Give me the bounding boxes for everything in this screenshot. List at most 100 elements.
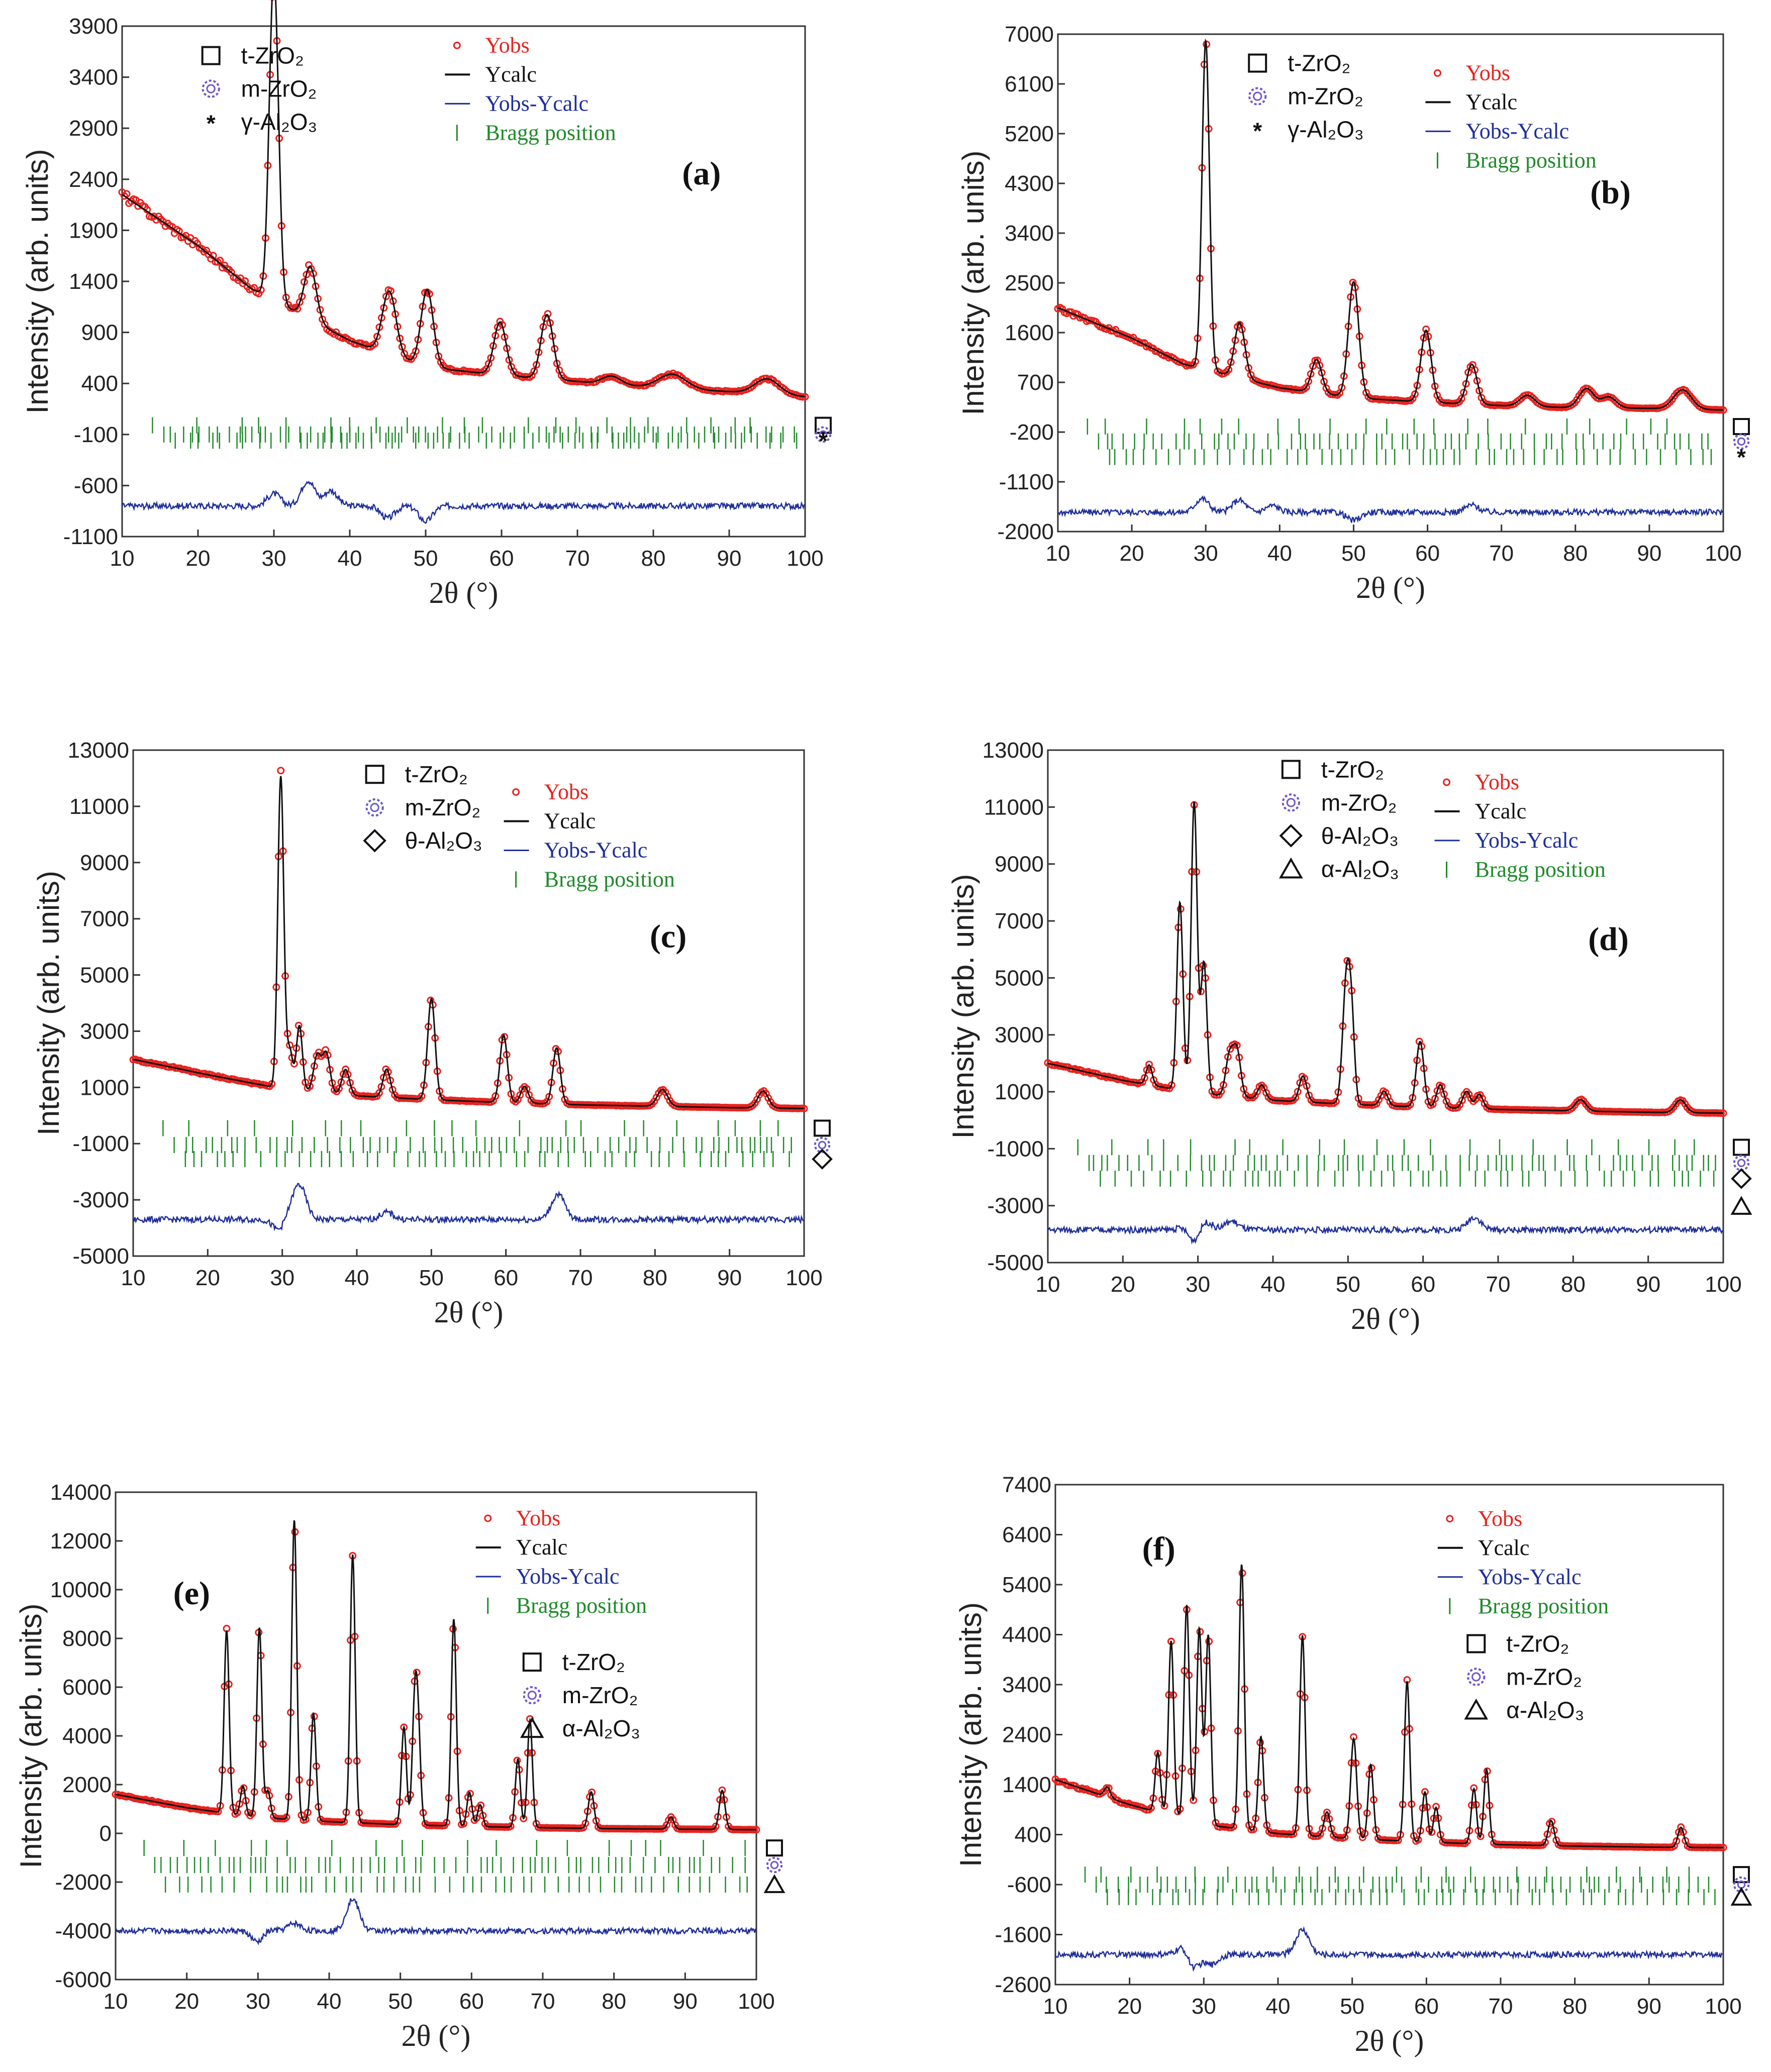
panel-b: 7000 6100 5200 4300 3400 2500 1600 700 -200 -1100… xyxy=(956,22,1750,604)
phase-legend-label: t-ZrO₂ xyxy=(1288,50,1350,76)
y-tick-label: 2400 xyxy=(1002,1723,1051,1747)
phase-legend-label: t-ZrO₂ xyxy=(562,1649,625,1675)
x-tick-label: 20 xyxy=(1120,541,1144,566)
x-tick-label: 70 xyxy=(531,1989,555,2014)
gear-inner xyxy=(1737,1159,1746,1167)
x-axis-label: 2θ (°) xyxy=(1351,1302,1420,1335)
x-tick-label: 90 xyxy=(1636,1272,1660,1297)
phase-legend: t-ZrO₂ m-ZrO₂ θ-Al₂O₃ xyxy=(363,761,482,854)
series-legend-label: Bragg position xyxy=(544,867,675,891)
legend-yobs-symbol xyxy=(484,1514,492,1522)
difference-curve xyxy=(121,480,805,524)
legend-marker-triangle xyxy=(1278,857,1303,879)
y-tick-label: 12000 xyxy=(50,1529,112,1553)
y-tick-label: 6000 xyxy=(62,1675,112,1700)
yobs-point xyxy=(1548,1818,1556,1826)
yobs-point xyxy=(277,767,285,775)
legend-yobs-symbol xyxy=(1443,778,1451,786)
legend-marker-asterisk: * xyxy=(1253,118,1262,144)
yobs-point xyxy=(293,305,302,313)
panel-tag-label: (d) xyxy=(1588,921,1629,958)
series-legend: Yobs Ycalc Yobs-Ycalc Bragg position xyxy=(1437,1506,1609,1618)
x-tick-label: 60 xyxy=(459,1989,484,2014)
y-tick-label: 8000 xyxy=(62,1626,112,1651)
x-tick-label: 10 xyxy=(121,1266,146,1290)
y-tick-label: -1000 xyxy=(987,1136,1044,1161)
phase-legend-label: α-Al₂O₃ xyxy=(562,1715,640,1741)
gear-outer xyxy=(814,1136,831,1154)
series-legend-label: Yobs xyxy=(516,1506,561,1530)
gear-inner xyxy=(1737,437,1746,446)
x-tick-label: 60 xyxy=(1411,1272,1435,1297)
gear-outer xyxy=(1733,1155,1750,1171)
x-tick-label: 70 xyxy=(565,546,590,571)
x-tick-label: 20 xyxy=(174,1989,199,2014)
gear-inner xyxy=(770,1860,779,1870)
gear-outer xyxy=(815,426,832,443)
phase-row-marker-square xyxy=(815,417,832,434)
yobs-point xyxy=(371,340,379,348)
y-tick-label: -6000 xyxy=(55,1967,112,1992)
series-legend-label: Bragg position xyxy=(1465,148,1596,172)
yobs-point xyxy=(1229,1823,1237,1830)
x-tick-label: 100 xyxy=(786,546,823,571)
phase-legend-label: m-ZrO₂ xyxy=(241,76,317,102)
y-tick-label: 1400 xyxy=(1002,1773,1051,1797)
legend-yobs-symbol xyxy=(512,788,520,796)
yobs-point xyxy=(1422,325,1430,333)
x-tick-label: 20 xyxy=(186,546,211,571)
phase-legend-label: t-ZrO₂ xyxy=(241,43,304,69)
bragg-positions xyxy=(143,1840,748,1893)
phase-row-marker-asterisk: * xyxy=(1737,444,1746,470)
y-tick-label: 1600 xyxy=(1005,321,1054,345)
yobs-point xyxy=(373,333,381,341)
yobs-point xyxy=(507,1822,515,1830)
series-legend-label: Yobs-Ycalc xyxy=(1478,1565,1582,1589)
difference-curve xyxy=(1054,1926,1723,1972)
yobs-point xyxy=(1147,1804,1155,1812)
yobs-point xyxy=(375,1089,383,1097)
y-tick-label: 9000 xyxy=(80,851,129,875)
phase-row-marker-square xyxy=(1733,1138,1750,1156)
y-tick-label: -2600 xyxy=(995,1973,1051,1997)
gear-outer xyxy=(1467,1668,1486,1686)
bragg-positions xyxy=(1084,1867,1716,1905)
y-tick-label: 10000 xyxy=(50,1578,112,1602)
y-tick-label: 700 xyxy=(1017,370,1054,395)
phase-legend: t-ZrO₂ m-ZrO₂ * γ-Al₂O₃ xyxy=(201,43,317,136)
legend-marker-square xyxy=(522,1652,542,1672)
phase-row-marker-gear xyxy=(1733,433,1750,450)
y-tick-label: 6100 xyxy=(1005,72,1054,96)
x-tick-label: 10 xyxy=(104,1989,128,2014)
phase-legend-label: θ-Al₂O₃ xyxy=(405,827,482,854)
plot-frame xyxy=(1057,33,1724,533)
phase-row-marker-square xyxy=(1733,1866,1750,1884)
legend-marker-gear xyxy=(365,798,384,817)
x-tick-label: 70 xyxy=(1486,1272,1511,1297)
x-tick-label: 90 xyxy=(717,1266,742,1290)
phase-legend: t-ZrO₂ m-ZrO₂ θ-Al₂O₃ α-Al₂O₃ xyxy=(1278,756,1399,882)
yobs-points xyxy=(112,1528,760,1834)
phase-row-marker-square xyxy=(766,1839,783,1857)
phase-row-marker-square xyxy=(1733,418,1750,435)
gear-outer xyxy=(1733,433,1750,450)
x-tick-label: 90 xyxy=(717,546,742,571)
y-tick-label: -600 xyxy=(74,473,118,498)
yobs-point xyxy=(520,1815,528,1822)
bragg-positions xyxy=(1087,419,1712,465)
phase-legend: t-ZrO₂ m-ZrO₂ α-Al₂O₃ xyxy=(1464,1631,1584,1723)
y-tick-label: -1100 xyxy=(999,470,1054,494)
y-tick-label: 2900 xyxy=(69,116,118,141)
x-tick-label: 30 xyxy=(1192,1994,1216,2019)
phase-legend-label: t-ZrO₂ xyxy=(1321,756,1384,782)
x-axis-label: 2θ (°) xyxy=(1356,571,1425,604)
gear-outer xyxy=(202,79,220,98)
plot-frame xyxy=(132,749,805,1257)
legend-marker-square xyxy=(1466,1634,1486,1653)
phase-row-marker-gear xyxy=(1733,1155,1750,1171)
x-tick-label: 80 xyxy=(1563,541,1588,566)
series-legend-label: Yobs-Ycalc xyxy=(485,91,588,116)
phase-row-marker-gear xyxy=(814,1136,831,1154)
gear-inner xyxy=(527,1690,537,1700)
yobs-point xyxy=(1225,366,1233,374)
